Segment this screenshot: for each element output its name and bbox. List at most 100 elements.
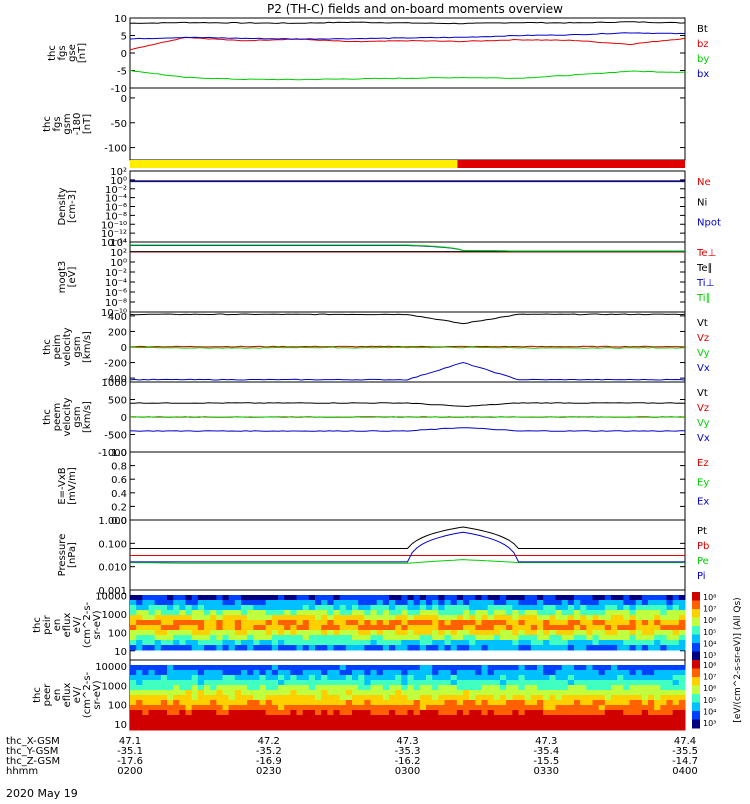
- heatmap-cell: [666, 645, 674, 651]
- heatmap-cell: [247, 610, 254, 616]
- heatmap-cell: [543, 700, 550, 706]
- heatmap-cell: [438, 675, 445, 681]
- heatmap-cell: [259, 645, 267, 651]
- heatmap-cell: [382, 695, 390, 701]
- heatmap-cell: [321, 670, 328, 676]
- heatmap-cell: [500, 645, 507, 651]
- heatmap-cell: [265, 630, 273, 636]
- chart-title: P2 (TH-C) fields and on-board moments ov…: [267, 2, 563, 16]
- heatmap-cell: [358, 610, 365, 616]
- heatmap-cell: [506, 640, 513, 646]
- heatmap-cell: [518, 640, 526, 646]
- heatmap-cell: [672, 670, 680, 676]
- heatmap-cell: [247, 645, 254, 651]
- heatmap-cell: [191, 665, 199, 671]
- heatmap-cell: [364, 690, 371, 696]
- legend-Vx: Vx: [697, 433, 710, 444]
- heatmap-cell: [179, 620, 186, 626]
- heatmap-cell: [617, 710, 624, 716]
- heatmap-cell: [327, 615, 334, 621]
- heatmap-cell: [389, 645, 396, 651]
- heatmap-cell: [370, 600, 378, 606]
- heatmap-cell: [635, 710, 643, 716]
- heatmap-cell: [549, 640, 556, 646]
- heatmap-cell: [456, 605, 464, 611]
- ytick-label: 10000: [95, 662, 127, 673]
- heatmap-cell: [173, 665, 180, 671]
- heatmap-cell: [382, 630, 390, 636]
- heatmap-cell: [247, 620, 254, 626]
- heatmap-cell: [247, 700, 254, 706]
- heatmap-cell: [222, 725, 230, 731]
- heatmap-cell: [241, 705, 248, 711]
- heatmap-cell: [481, 630, 489, 636]
- heatmap-cell: [450, 705, 458, 711]
- heatmap-cell: [296, 645, 304, 651]
- heatmap-cell: [426, 715, 433, 721]
- heatmap-cell: [586, 620, 593, 626]
- heatmap-cell: [426, 670, 433, 676]
- heatmap-cell: [432, 725, 439, 731]
- heatmap-cell: [253, 695, 260, 701]
- heatmap-cell: [469, 625, 476, 631]
- ylabel-line: [km/s]: [82, 401, 93, 433]
- heatmap-cell: [339, 670, 347, 676]
- heatmap-cell: [345, 625, 353, 631]
- heatmap-cell: [426, 665, 433, 671]
- heatmap-cell: [444, 635, 452, 641]
- ylabel-line: [nT]: [82, 114, 93, 134]
- heatmap-cell: [216, 625, 223, 631]
- heatmap-cell: [136, 705, 143, 711]
- heatmap-cell: [623, 615, 630, 621]
- heatmap-cell: [537, 675, 544, 681]
- heatmap-cell: [660, 670, 667, 676]
- heatmap-cell: [438, 690, 445, 696]
- heatmap-cell: [586, 675, 593, 681]
- heatmap-cell: [358, 705, 365, 711]
- ytick-label: 0.8: [111, 462, 127, 473]
- heatmap-cell: [228, 680, 236, 686]
- heatmap-cell: [617, 670, 624, 676]
- heatmap-cell: [290, 640, 297, 646]
- heatmap-cell: [493, 605, 501, 611]
- heatmap-cell: [666, 605, 674, 611]
- heatmap-cell: [395, 610, 402, 616]
- heatmap-cell: [641, 605, 649, 611]
- heatmap-cell: [401, 705, 408, 711]
- heatmap-cell: [537, 725, 544, 731]
- heatmap-cell: [524, 600, 532, 606]
- heatmap-cell: [426, 615, 433, 621]
- heatmap-cell: [493, 700, 501, 706]
- ytick-label: -100: [104, 144, 127, 155]
- heatmap-cell: [382, 625, 390, 631]
- ylabel-line: gse: [67, 44, 78, 62]
- heatmap-cell: [635, 685, 643, 691]
- heatmap-cell: [524, 710, 532, 716]
- heatmap-cell: [530, 630, 538, 636]
- heatmap-cell: [179, 685, 186, 691]
- heatmap-cell: [407, 620, 415, 626]
- heatmap-cell: [173, 640, 180, 646]
- heatmap-cell: [197, 695, 205, 701]
- heatmap-cell: [648, 620, 655, 626]
- heatmap-cell: [333, 715, 341, 721]
- heatmap-cell: [216, 665, 223, 671]
- heatmap-cell: [247, 690, 254, 696]
- ylabel-line: eV/: [72, 686, 83, 703]
- heatmap-cell: [265, 720, 273, 726]
- heatmap-cell: [179, 690, 186, 696]
- heatmap-cell: [666, 610, 674, 616]
- heatmap-cell: [678, 595, 686, 601]
- legend-Ni: Ni: [697, 197, 707, 208]
- ytick-label: 400: [108, 312, 127, 323]
- heatmap-cell: [592, 680, 600, 686]
- heatmap-cell: [401, 640, 408, 646]
- ytick-label: 5: [121, 32, 127, 43]
- heatmap-cell: [512, 615, 519, 621]
- heatmap-cell: [290, 695, 297, 701]
- heatmap-cell: [438, 665, 445, 671]
- heatmap-cell: [672, 630, 680, 636]
- heatmap-cell: [154, 640, 162, 646]
- heatmap-cell: [500, 605, 507, 611]
- heatmap-cell: [678, 620, 686, 626]
